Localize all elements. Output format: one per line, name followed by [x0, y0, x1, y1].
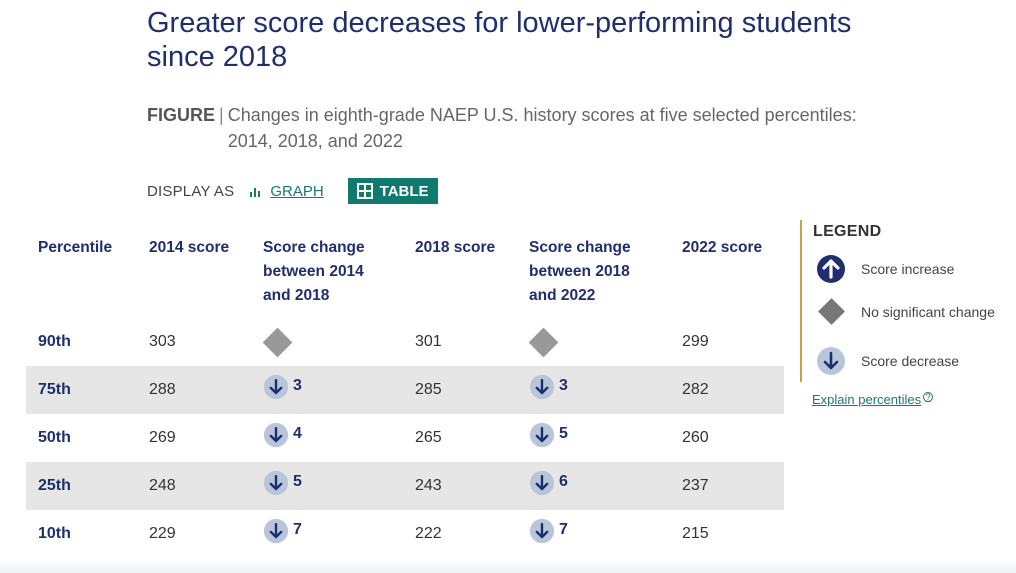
score-change-value: 4: [293, 425, 302, 442]
score-change-value: 3: [293, 377, 302, 394]
arrow-down-icon: [263, 470, 289, 496]
score-cell: 299: [682, 333, 709, 350]
score-change-value: 6: [559, 473, 568, 490]
score-change-cell: 5: [529, 414, 568, 462]
arrow-down-icon: [529, 470, 555, 496]
arrow-down-icon: [529, 518, 555, 544]
table-grid-icon: [356, 183, 373, 199]
legend-title: LEGEND: [813, 223, 882, 240]
table-row: 90th 303 301 299: [26, 318, 784, 366]
arrow-down-icon: [263, 374, 289, 400]
diamond-icon: [528, 327, 559, 357]
explain-percentiles-link[interactable]: Explain percentiles?: [812, 391, 934, 407]
header-2022-score: 2022 score: [682, 239, 763, 256]
legend: LEGEND Score increase No significant cha…: [800, 220, 1016, 382]
caption-text: Changes in eighth-grade NAEP U.S. histor…: [227, 105, 857, 151]
percentile-cell: 75th: [38, 381, 71, 398]
score-cell: 288: [149, 381, 176, 398]
score-cell: 243: [415, 477, 442, 494]
header-change-2014-2018: Score change between 2014 and 2018: [263, 239, 365, 304]
score-cell: 269: [149, 429, 176, 446]
score-change-cell: 7: [263, 510, 302, 558]
percentile-cell: 50th: [38, 429, 71, 446]
score-cell: 260: [682, 429, 709, 446]
score-cell: 285: [415, 381, 442, 398]
score-change-cell: 7: [529, 510, 568, 558]
table-header: Percentile 2014 score Score change betwe…: [26, 230, 784, 316]
header-2018-score: 2018 score: [415, 239, 496, 256]
graph-view-link[interactable]: GRAPH: [250, 182, 324, 200]
table-row: 75th 288 3 285 3 282: [26, 366, 784, 414]
explain-percentiles-label: Explain percentiles: [812, 392, 922, 407]
score-cell: 215: [682, 525, 709, 542]
score-cell: 222: [415, 525, 442, 542]
table-row: 50th 269 4 265 5 260: [26, 414, 784, 462]
score-cell: 282: [682, 381, 709, 398]
score-change-value: 5: [559, 425, 568, 442]
figure-label: FIGURE: [147, 105, 216, 125]
score-cell: 248: [149, 477, 176, 494]
bar-chart-icon: [250, 185, 261, 197]
score-change-cell: [262, 318, 293, 366]
table-view-button[interactable]: TABLE: [347, 178, 438, 204]
score-cell: 265: [415, 429, 442, 446]
arrow-down-icon: [815, 346, 847, 376]
score-change-cell: 4: [263, 414, 302, 462]
score-change-cell: 5: [263, 462, 302, 510]
arrow-down-icon: [529, 422, 555, 448]
caption-separator: |: [219, 105, 224, 125]
display-toggle: DISPLAY AS GRAPH TABLE: [147, 178, 438, 204]
score-change-value: 7: [293, 521, 302, 538]
score-change-cell: 3: [263, 366, 302, 414]
help-icon: ?: [923, 391, 934, 402]
percentile-cell: 25th: [38, 477, 71, 494]
score-change-cell: [528, 318, 559, 366]
arrow-down-icon: [529, 374, 555, 400]
legend-label-increase: Score increase: [861, 261, 955, 277]
legend-item-decrease: Score decrease: [815, 346, 959, 376]
table-row: 10th 229 7 222 7 215: [26, 510, 784, 558]
score-change-cell: 3: [529, 366, 568, 414]
table-row: 25th 248 5 243 6 237: [26, 462, 784, 510]
arrow-down-icon: [263, 422, 289, 448]
score-cell: 303: [149, 333, 176, 350]
legend-item-increase: Score increase: [815, 254, 954, 284]
graph-link-label: GRAPH: [270, 182, 324, 200]
legend-label-no-change: No significant change: [861, 303, 995, 320]
legend-item-no-change: No significant change: [815, 298, 995, 325]
score-change-value: 5: [293, 473, 302, 490]
score-cell: 301: [415, 333, 442, 350]
table-button-label: TABLE: [379, 182, 429, 200]
score-cell: 229: [149, 525, 176, 542]
figure-caption: FIGURE | Changes in eighth-grade NAEP U.S.…: [147, 102, 887, 154]
score-change-value: 3: [559, 377, 568, 394]
percentile-table: Percentile 2014 score Score change betwe…: [26, 230, 784, 544]
arrow-down-icon: [263, 518, 289, 544]
score-change-value: 7: [559, 521, 568, 538]
bottom-fade: [0, 559, 1016, 573]
display-as-label: DISPLAY AS: [147, 182, 235, 200]
arrow-up-icon: [815, 254, 847, 284]
percentile-cell: 90th: [38, 333, 71, 350]
legend-label-decrease: Score decrease: [861, 353, 960, 369]
header-change-2018-2022: Score change between 2018 and 2022: [529, 239, 631, 304]
diamond-icon: [262, 327, 293, 357]
score-change-cell: 6: [529, 462, 568, 510]
score-cell: 237: [682, 477, 709, 494]
header-2014-score: 2014 score: [149, 239, 230, 256]
header-percentile: Percentile: [38, 239, 113, 256]
percentile-cell: 10th: [38, 525, 71, 542]
diamond-icon: [815, 298, 847, 325]
page-title: Greater score decreases for lower-perfor…: [147, 7, 852, 73]
